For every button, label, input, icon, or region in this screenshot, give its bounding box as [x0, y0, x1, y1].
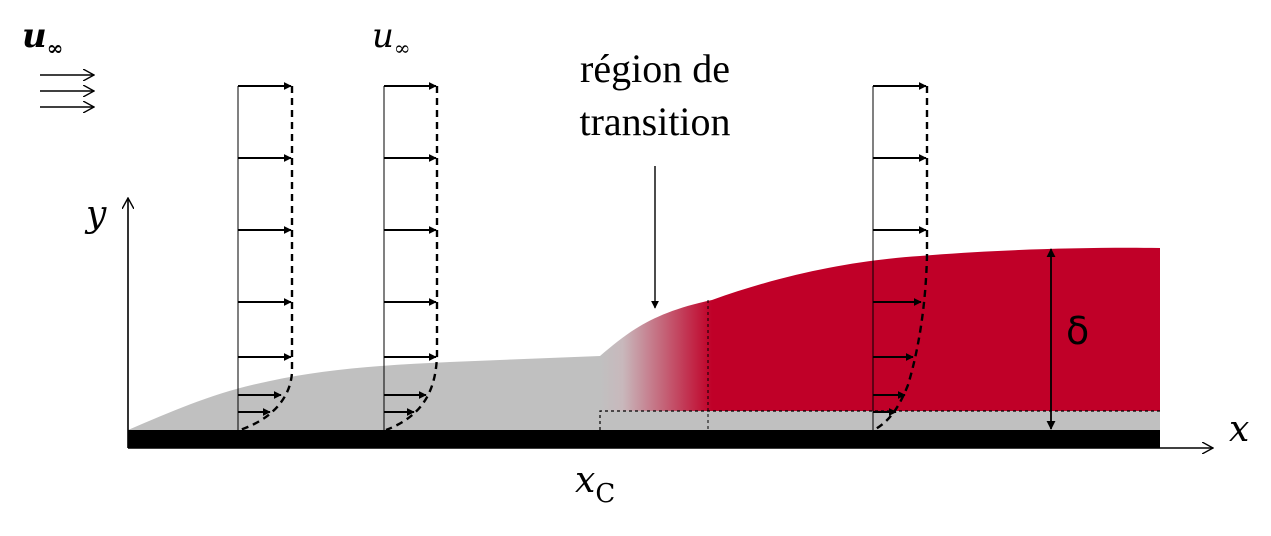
velocity-profile-laminar-1	[237, 82, 294, 432]
y-axis-label: y	[84, 194, 107, 235]
transition-label-line1: région de	[580, 46, 730, 91]
velocity-profile-turbulent	[872, 82, 929, 432]
free-stream-label-left: u∞	[22, 16, 63, 60]
free-stream-label-profile: u∞	[372, 16, 411, 60]
x-critical-label: xC	[575, 460, 615, 509]
transition-label-line2: transition	[579, 99, 730, 144]
flat-plate-wall	[128, 430, 1160, 448]
x-axis-label: x	[1229, 409, 1249, 450]
velocity-profile-laminar-2	[383, 82, 439, 432]
thickness-label: δ	[1066, 309, 1089, 353]
viscous-sublayer	[600, 411, 1160, 430]
turbulent-boundary-layer	[712, 247, 1160, 411]
transition-region	[600, 300, 712, 430]
free-stream-arrows	[40, 75, 94, 107]
laminar-boundary-layer	[128, 356, 600, 430]
sublayer-outline	[599, 410, 1160, 430]
